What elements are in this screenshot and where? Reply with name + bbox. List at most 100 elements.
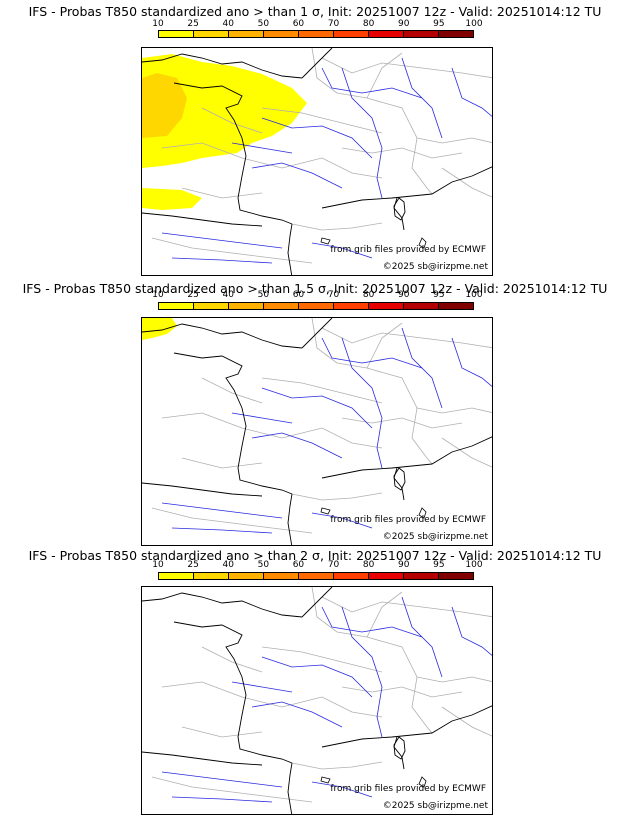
admin-border — [261, 377, 383, 404]
colorbar-segment — [159, 31, 194, 37]
probability-area — [142, 54, 307, 168]
colorbar-tick-label: 50 — [257, 560, 270, 570]
map-frame: from grib files provided by ECMWF ©2025 … — [141, 586, 493, 815]
colorbar-segment — [194, 31, 229, 37]
coastline — [142, 212, 263, 227]
colorbar-tick-label: 100 — [465, 290, 483, 300]
coastline — [411, 166, 492, 197]
admin-border — [441, 167, 492, 198]
colorbar-segment — [299, 31, 334, 37]
colorbar-tick-label: 60 — [292, 19, 305, 29]
admin-border — [311, 318, 433, 465]
colorbar-tick-label: 95 — [433, 19, 445, 29]
colorbar-segment — [194, 303, 229, 309]
river-line — [251, 162, 343, 189]
colorbar — [158, 30, 474, 38]
colorbar-segment — [299, 303, 334, 309]
probability-area — [142, 73, 187, 138]
admin-border — [366, 591, 403, 638]
admin-border — [181, 187, 263, 199]
coastline — [301, 48, 333, 79]
admin-border — [321, 57, 492, 79]
river-line — [451, 67, 492, 117]
colorbar-tick-label: 10 — [152, 560, 164, 570]
coastline — [301, 318, 333, 349]
admin-border — [416, 137, 492, 144]
admin-border — [161, 412, 383, 449]
balearic-coastline — [320, 776, 331, 784]
coastline — [142, 482, 263, 497]
colorbar-ticks: 10 25 40 50 60 70 80 90 95 100 — [152, 19, 482, 31]
corsica-coastline — [393, 736, 406, 760]
coastline — [321, 465, 413, 479]
colorbar-tick-label: 95 — [433, 560, 445, 570]
river-line — [231, 412, 293, 424]
coastline — [321, 734, 413, 748]
coastline — [411, 705, 492, 736]
colorbar-segment — [264, 573, 299, 579]
colorbar-segment — [264, 303, 299, 309]
colorbar-segment — [334, 31, 369, 37]
admin-border — [261, 646, 383, 673]
colorbar-segment — [439, 31, 473, 37]
colorbar-segment — [229, 31, 264, 37]
coastline — [287, 762, 293, 814]
coastline — [301, 587, 333, 618]
river-line — [401, 57, 443, 139]
admin-border — [366, 322, 403, 369]
admin-border — [181, 726, 263, 738]
colorbar — [158, 572, 474, 580]
map-frame: from grib files provided by ECMWF ©2025 … — [141, 317, 493, 546]
admin-border — [161, 142, 383, 179]
sardinia-coastline — [418, 776, 427, 788]
admin-border — [441, 706, 492, 737]
colorbar-tick-label: 80 — [362, 290, 375, 300]
river-line — [311, 242, 373, 259]
colorbar-tick-label: 60 — [292, 560, 305, 570]
admin-border — [441, 437, 492, 468]
colorbar-segment — [439, 573, 473, 579]
colorbar-segment — [229, 303, 264, 309]
admin-border — [366, 52, 403, 99]
admin-border — [291, 761, 383, 770]
colorbar-segment — [194, 573, 229, 579]
copyright-credit: ©2025 sb@irizpme.net — [382, 801, 488, 811]
copyright-credit: ©2025 sb@irizpme.net — [382, 262, 488, 272]
map-panel-2: IFS - Probas T850 standardized ano > tha… — [0, 270, 630, 546]
colorbar-tick-label: 80 — [362, 560, 375, 570]
coastline — [173, 352, 293, 495]
map-drawing — [142, 318, 492, 545]
admin-border — [201, 377, 263, 404]
coastline — [142, 323, 303, 349]
colorbar-segment — [369, 303, 404, 309]
admin-border — [201, 646, 263, 673]
colorbar-tick-label: 25 — [187, 290, 199, 300]
river-line — [341, 337, 383, 469]
river-line — [261, 387, 373, 429]
river-line — [251, 432, 343, 459]
colorbar-tick-label: 40 — [222, 290, 234, 300]
coastline — [321, 195, 413, 209]
admin-border — [416, 676, 492, 683]
balearic-coastline — [320, 237, 331, 245]
colorbar-tick-label: 25 — [187, 19, 199, 29]
river-line — [171, 527, 273, 534]
river-line — [451, 337, 492, 387]
colorbar-tick-label: 50 — [257, 290, 270, 300]
colorbar-tick-label: 70 — [327, 560, 340, 570]
colorbar-tick-label: 50 — [257, 19, 270, 29]
coastline — [142, 53, 303, 79]
coastline — [142, 751, 263, 766]
colorbar-segment — [404, 303, 439, 309]
colorbar — [158, 302, 474, 310]
river-line — [231, 681, 293, 693]
source-credit: from grib files provided by ECMWF — [330, 784, 486, 794]
colorbar-segment — [439, 303, 473, 309]
admin-border — [416, 407, 492, 414]
river-line — [311, 512, 373, 529]
balearic-coastline — [320, 507, 331, 515]
colorbar-tick-label: 90 — [398, 290, 410, 300]
admin-border — [201, 107, 263, 134]
colorbar-tick-label: 80 — [362, 19, 375, 29]
admin-border — [161, 681, 383, 718]
